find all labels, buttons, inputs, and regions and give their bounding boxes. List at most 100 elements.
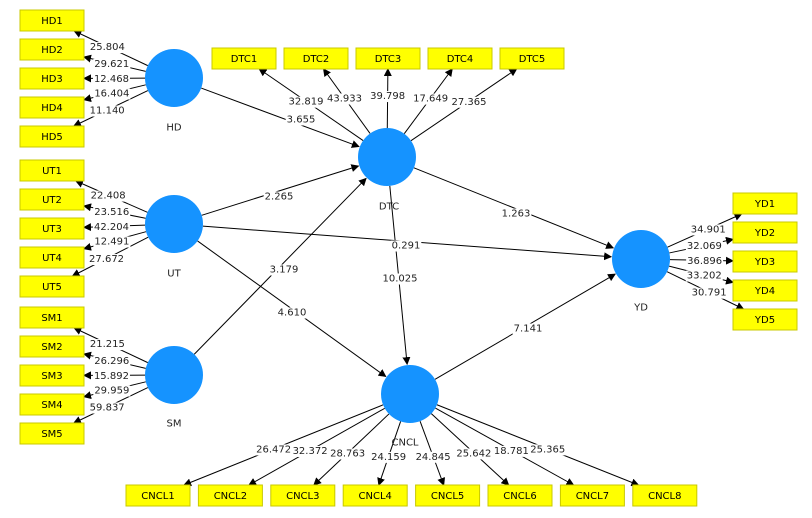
indicator-cncl8[interactable]: CNCL8 — [632, 484, 698, 507]
indicator-box[interactable] — [342, 484, 408, 507]
indicator-ut3[interactable]: UT3 — [19, 217, 85, 240]
indicator-sm4[interactable]: SM4 — [19, 393, 85, 416]
indicator-box[interactable] — [732, 192, 798, 215]
construct-dtc[interactable] — [358, 128, 416, 186]
indicator-box[interactable] — [19, 188, 85, 211]
indicator-box[interactable] — [19, 364, 85, 387]
indicator-ut5[interactable]: UT5 — [19, 275, 85, 298]
indicator-sm3[interactable]: SM3 — [19, 364, 85, 387]
indicator-label: DTC5 — [519, 54, 546, 65]
indicator-label: CNCL6 — [503, 491, 536, 502]
construct-label: DTC — [379, 202, 399, 213]
path-coefficient: 4.610 — [278, 308, 307, 319]
indicator-box[interactable] — [732, 250, 798, 273]
indicator-hd1[interactable]: HD1 — [19, 9, 85, 32]
indicator-yd3[interactable]: YD3 — [732, 250, 798, 273]
indicator-box[interactable] — [19, 38, 85, 61]
construct-cncl[interactable] — [381, 365, 439, 423]
indicator-ut1[interactable]: UT1 — [19, 159, 85, 182]
loading-value: 30.791 — [692, 288, 727, 299]
indicator-hd5[interactable]: HD5 — [19, 125, 85, 148]
indicator-box[interactable] — [19, 275, 85, 298]
construct-hd[interactable] — [145, 49, 203, 107]
construct-circle[interactable] — [612, 230, 670, 288]
indicator-box[interactable] — [499, 47, 565, 70]
indicator-box[interactable] — [559, 484, 625, 507]
indicator-hd4[interactable]: HD4 — [19, 96, 85, 119]
loading-value: 42.204 — [94, 222, 129, 233]
indicator-box[interactable] — [197, 484, 263, 507]
indicator-box[interactable] — [19, 422, 85, 445]
indicator-box[interactable] — [211, 47, 277, 70]
path-dtc-yd — [413, 167, 615, 249]
construct-yd[interactable] — [612, 230, 670, 288]
indicator-dtc3[interactable]: DTC3 — [355, 47, 421, 70]
construct-circle[interactable] — [145, 346, 203, 404]
indicator-cncl5[interactable]: CNCL5 — [415, 484, 481, 507]
indicator-box[interactable] — [125, 484, 191, 507]
indicator-label: CNCL8 — [648, 491, 681, 502]
indicator-box[interactable] — [732, 279, 798, 302]
indicator-hd2[interactable]: HD2 — [19, 38, 85, 61]
label-background — [685, 270, 723, 282]
indicator-cncl4[interactable]: CNCL4 — [342, 484, 408, 507]
indicator-yd2[interactable]: YD2 — [732, 221, 798, 244]
indicator-cncl1[interactable]: CNCL1 — [125, 484, 191, 507]
indicator-box[interactable] — [415, 484, 481, 507]
indicator-label: HD2 — [41, 45, 63, 56]
indicator-box[interactable] — [732, 221, 798, 244]
indicator-dtc2[interactable]: DTC2 — [283, 47, 349, 70]
indicator-cncl7[interactable]: CNCL7 — [559, 484, 625, 507]
indicator-ut4[interactable]: UT4 — [19, 246, 85, 269]
indicator-cncl6[interactable]: CNCL6 — [487, 484, 553, 507]
construct-circle[interactable] — [145, 49, 203, 107]
indicator-yd4[interactable]: YD4 — [732, 279, 798, 302]
indicator-dtc4[interactable]: DTC4 — [427, 47, 493, 70]
indicator-box[interactable] — [19, 306, 85, 329]
indicator-box[interactable] — [19, 159, 85, 182]
indicator-yd5[interactable]: YD5 — [732, 308, 798, 331]
indicator-box[interactable] — [19, 96, 85, 119]
label-background — [455, 448, 493, 460]
indicator-box[interactable] — [19, 335, 85, 358]
indicator-cncl3[interactable]: CNCL3 — [270, 484, 336, 507]
indicator-label: DTC2 — [303, 54, 330, 65]
indicator-box[interactable] — [732, 308, 798, 331]
indicator-box[interactable] — [487, 484, 553, 507]
indicator-dtc5[interactable]: DTC5 — [499, 47, 565, 70]
loading-value: 21.215 — [90, 339, 125, 350]
indicator-dtc1[interactable]: DTC1 — [211, 47, 277, 70]
loading-value: 39.798 — [370, 91, 405, 102]
loading-value: 33.202 — [687, 271, 722, 282]
label-background — [529, 444, 567, 456]
label-background — [500, 208, 532, 220]
indicator-box[interactable] — [427, 47, 493, 70]
construct-ut[interactable] — [145, 195, 203, 253]
indicator-hd3[interactable]: HD3 — [19, 67, 85, 90]
construct-circle[interactable] — [145, 195, 203, 253]
indicator-box[interactable] — [19, 9, 85, 32]
label-background — [88, 254, 126, 266]
indicator-box[interactable] — [19, 67, 85, 90]
indicator-sm5[interactable]: SM5 — [19, 422, 85, 445]
indicator-yd1[interactable]: YD1 — [732, 192, 798, 215]
indicator-ut2[interactable]: UT2 — [19, 188, 85, 211]
indicator-sm1[interactable]: SM1 — [19, 306, 85, 329]
path-hd-dtc — [201, 87, 360, 148]
indicator-box[interactable] — [283, 47, 349, 70]
construct-label: UT — [167, 269, 181, 280]
loading-value: 11.140 — [90, 106, 125, 117]
indicator-cncl2[interactable]: CNCL2 — [197, 484, 263, 507]
construct-circle[interactable] — [381, 365, 439, 423]
construct-circle[interactable] — [358, 128, 416, 186]
indicator-label: HD5 — [41, 132, 63, 143]
indicator-box[interactable] — [19, 125, 85, 148]
indicator-box[interactable] — [19, 217, 85, 240]
indicator-sm2[interactable]: SM2 — [19, 335, 85, 358]
indicator-box[interactable] — [19, 246, 85, 269]
indicator-box[interactable] — [270, 484, 336, 507]
indicator-box[interactable] — [19, 393, 85, 416]
construct-sm[interactable] — [145, 346, 203, 404]
indicator-box[interactable] — [632, 484, 698, 507]
indicator-box[interactable] — [355, 47, 421, 70]
